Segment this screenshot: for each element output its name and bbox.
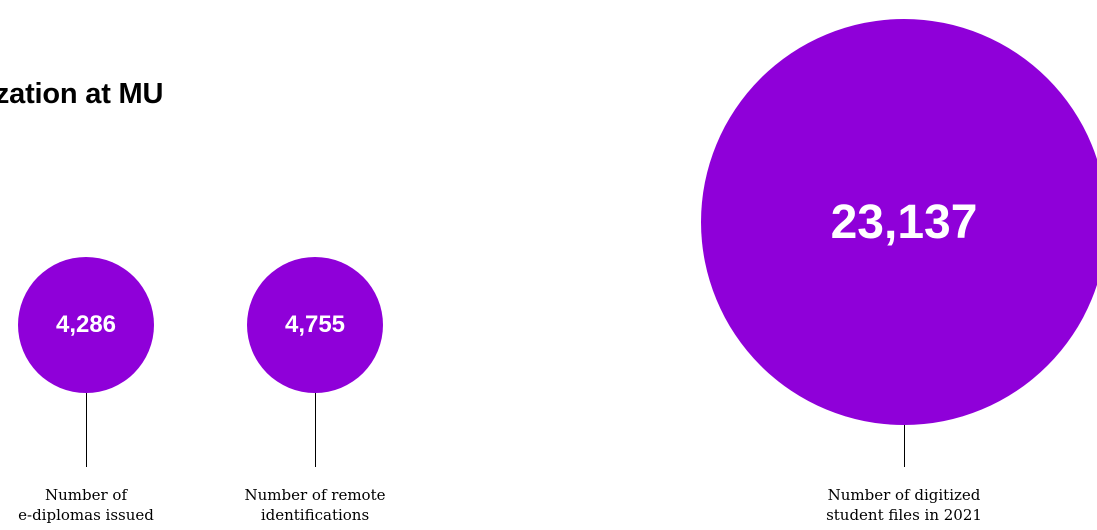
bubble-label: Number of digitized student files in 2021 <box>804 485 1004 525</box>
leader-line <box>315 393 316 467</box>
bubble-3: 23,137 <box>701 19 1097 425</box>
bubble-value: 4,755 <box>284 311 346 338</box>
bubble-value: 4,286 <box>55 311 117 338</box>
bubble-label-line: Number of <box>44 486 127 504</box>
leader-line <box>904 425 905 467</box>
bubble-label-line: identifications <box>260 506 370 524</box>
bubble-label-line: Number of remote <box>244 486 386 504</box>
bubble-value: 23,137 <box>830 195 978 249</box>
bubble-label: Number of e-diplomas issued <box>0 485 186 525</box>
bubble-label-line: e-diplomas issued <box>18 506 154 524</box>
leader-line <box>86 393 87 467</box>
bubble-label-line: student files in 2021 <box>826 506 982 524</box>
bubble-label-line: Number of digitized <box>827 486 981 504</box>
bubble-2: 4,755 <box>247 257 383 393</box>
bubble-label: Number of remote identifications <box>215 485 415 525</box>
bubble-1: 4,286 <box>18 257 154 393</box>
chart-title: erization at MU <box>0 78 164 110</box>
